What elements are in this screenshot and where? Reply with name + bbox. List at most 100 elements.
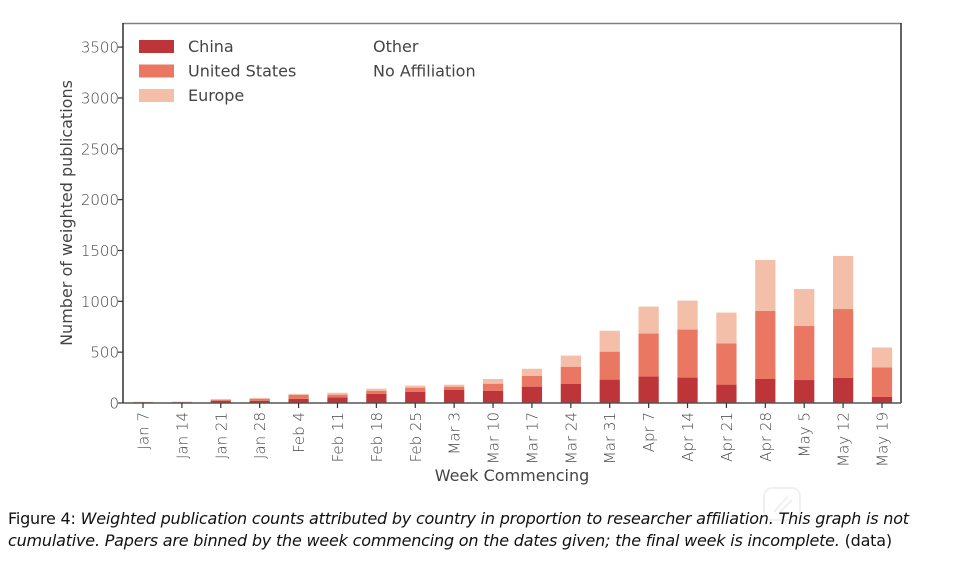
bar-china-mar-3	[444, 389, 465, 403]
bar-united-states-mar-10	[482, 383, 504, 391]
bar-china-feb-4	[288, 398, 309, 403]
x-tick-label: Feb 18	[368, 412, 386, 462]
bar-china-feb-11	[327, 397, 348, 403]
bar-europe-mar-10	[482, 379, 504, 384]
caption-text: Weighted publication counts attributed b…	[8, 509, 909, 550]
bar-china-apr-7	[638, 376, 659, 403]
y-tick-label: 3500	[81, 39, 119, 57]
bar-united-states-apr-28	[755, 310, 776, 379]
bar-china-mar-10	[482, 390, 504, 403]
bar-united-states-feb-11	[327, 394, 348, 398]
legend-label-united-states: United States	[188, 62, 296, 81]
x-tick-label: Mar 10	[485, 412, 503, 464]
bar-united-states-jan-14	[171, 401, 193, 403]
bar-china-jan-21	[210, 400, 231, 403]
y-tick-label: 2000	[81, 191, 119, 209]
y-tick-label: 1000	[81, 293, 119, 311]
x-tick-label: Apr 28	[757, 412, 775, 462]
bar-europe-jan-21	[210, 398, 231, 400]
x-tick-label: Mar 3	[446, 412, 464, 455]
y-tick-label: 3000	[81, 89, 119, 107]
bar-united-states-may-12	[832, 309, 854, 378]
bar-united-states-may-19	[871, 367, 893, 397]
y-tick-label: 500	[90, 344, 119, 362]
bar-europe-mar-31	[599, 330, 620, 352]
stacked-bar-chart: 0 500 1000 1500 2000 2500 3000 3500 Jan 7 Jan 14…	[57, 22, 902, 485]
legend-swatch-china	[139, 40, 174, 53]
bar-china-may-5	[794, 380, 815, 403]
x-axis-label: Week Commencing	[435, 466, 590, 485]
legend-swatch-europe	[139, 89, 174, 102]
bar-united-states-feb-18	[366, 390, 387, 394]
bar-europe-feb-18	[366, 388, 387, 391]
bar-europe-feb-25	[405, 385, 426, 388]
bar-united-states-mar-3	[444, 386, 465, 390]
x-tick-label: Feb 11	[329, 412, 347, 462]
bar-united-states-may-5	[794, 326, 815, 381]
x-tick-label: May 19	[874, 412, 892, 467]
x-tick-label: Mar 24	[562, 412, 580, 464]
bar-europe-may-5	[794, 289, 815, 327]
bar-china-apr-21	[716, 384, 737, 403]
bar-europe-jan-28	[249, 397, 270, 399]
bar-china-may-12	[832, 377, 854, 403]
bar-europe-mar-24	[560, 355, 581, 367]
caption-label: Figure 4:	[8, 509, 76, 528]
bar-china-mar-31	[599, 379, 620, 403]
x-tick-label: May 12	[835, 412, 853, 467]
legend-label-china: China	[188, 37, 234, 56]
data-link[interactable]: (data)	[844, 531, 893, 550]
figure-caption: Figure 4: Weighted publication counts at…	[8, 508, 968, 552]
legend-swatch-no-affiliation	[324, 64, 359, 78]
bar-china-apr-14	[677, 377, 698, 403]
legend-swatch-other	[324, 40, 359, 53]
x-tick-label: Feb 25	[407, 412, 425, 462]
x-tick-label: Jan 7	[135, 412, 153, 449]
x-tick-label: Mar 31	[601, 412, 619, 464]
bar-united-states-mar-24	[560, 366, 581, 384]
x-tick-label: Feb 4	[290, 412, 308, 453]
bar-united-states-apr-14	[677, 329, 698, 378]
bar-europe-apr-28	[755, 260, 776, 311]
legend-label-other: Other	[373, 37, 419, 56]
legend: China United States Europe Other No Affiliat…	[139, 37, 476, 105]
bar-china-jan-28	[249, 400, 270, 403]
y-axis-label: Number of weighted publications	[57, 80, 76, 346]
x-tick-label: Jan 28	[251, 412, 269, 459]
bar-united-states-jan-21	[210, 399, 231, 401]
bar-united-states-mar-17	[521, 375, 543, 387]
bar-europe-feb-11	[327, 392, 348, 395]
bar-united-states-feb-25	[405, 387, 426, 392]
bar-united-states-mar-31	[599, 351, 620, 380]
bar-europe-apr-14	[677, 300, 698, 330]
bars-group	[132, 255, 893, 403]
legend-label-europe: Europe	[188, 86, 244, 105]
bar-china-apr-28	[755, 379, 776, 403]
bar-europe-mar-3	[444, 384, 465, 387]
x-tick-label: Jan 21	[212, 412, 230, 459]
bar-europe-mar-17	[521, 368, 543, 376]
x-tick-label: Jan 14	[173, 412, 191, 459]
x-tick-label: May 5	[796, 412, 814, 457]
x-ticks-group: Jan 7 Jan 14 Jan 21 Jan 28 Feb 4 Feb 11 Feb 18…	[135, 403, 892, 467]
x-tick-label: Apr 21	[718, 412, 736, 462]
x-tick-label: Mar 17	[523, 412, 541, 464]
legend-label-no-affiliation: No Affiliation	[373, 62, 476, 81]
bar-china-mar-24	[560, 383, 581, 403]
bar-europe-apr-21	[716, 312, 737, 344]
bar-united-states-apr-7	[638, 333, 659, 377]
y-tick-label: 2500	[81, 140, 119, 158]
bar-united-states-jan-28	[249, 398, 270, 401]
y-tick-label: 1500	[81, 242, 119, 260]
bar-china-mar-17	[521, 386, 543, 403]
bar-europe-apr-7	[638, 306, 659, 334]
x-tick-label: Apr 14	[679, 412, 697, 462]
x-tick-label: Apr 7	[640, 412, 658, 452]
bar-china-feb-25	[405, 391, 426, 403]
bar-united-states-apr-21	[716, 343, 737, 385]
bar-europe-may-19	[871, 347, 893, 368]
bar-europe-feb-4	[288, 393, 309, 395]
legend-swatch-united-states	[139, 64, 174, 78]
bar-europe-may-12	[832, 255, 854, 310]
y-ticks-group: 0 500 1000 1500 2000 2500 3000 3500	[81, 39, 123, 413]
